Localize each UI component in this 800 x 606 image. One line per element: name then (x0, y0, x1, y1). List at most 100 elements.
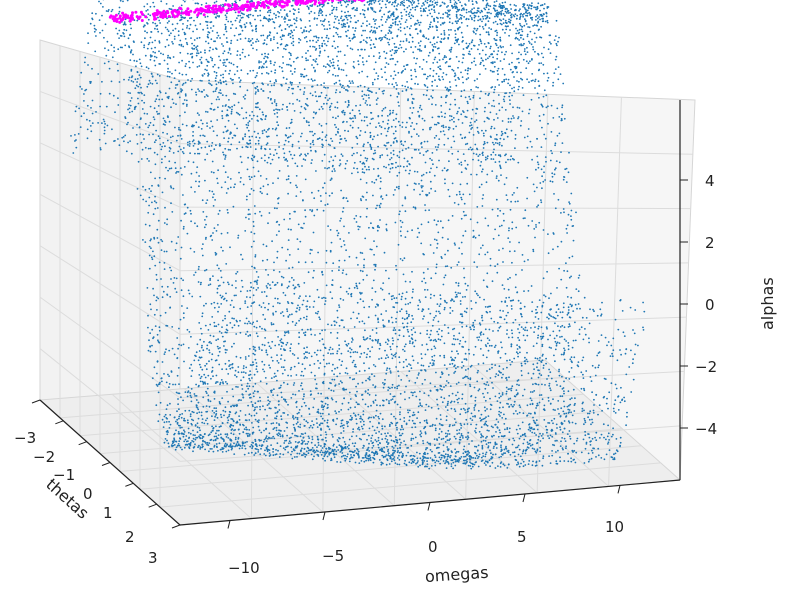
scatter-point (79, 85, 82, 88)
scatter-point (307, 121, 310, 124)
scatter-point (360, 48, 363, 51)
scatter-point (355, 422, 358, 425)
scatter-point (404, 196, 407, 199)
scatter-point (460, 95, 463, 98)
scatter-point (555, 311, 558, 314)
scatter-point (287, 34, 290, 36)
scatter-point (175, 172, 177, 174)
scatter-point (161, 361, 164, 363)
scatter-point (268, 407, 271, 410)
scatter-point (462, 365, 465, 367)
scatter-point (489, 45, 492, 48)
scatter-point (366, 438, 368, 441)
scatter-point (301, 73, 304, 76)
scatter-point (213, 63, 216, 66)
scatter-point (331, 140, 334, 143)
scatter-point (366, 89, 369, 91)
scatter-point (547, 48, 550, 51)
scatter-point (399, 434, 401, 437)
scatter-point (510, 329, 513, 332)
scatter-point (454, 356, 457, 359)
scatter-point (515, 32, 518, 35)
scatter-point (324, 66, 327, 68)
scatter-point (393, 52, 396, 55)
scatter-point (291, 266, 294, 269)
scatter-point (442, 460, 445, 462)
scatter-point (300, 27, 302, 29)
scatter-point (614, 399, 617, 402)
scatter-point (321, 146, 324, 149)
scatter-point (178, 145, 181, 148)
scatter-point (323, 445, 326, 448)
scatter-point (451, 118, 453, 121)
scatter-point (273, 427, 276, 429)
scatter-point (319, 8, 321, 10)
scatter-point (248, 135, 251, 138)
scatter-point (361, 427, 364, 430)
scatter-point (456, 433, 459, 435)
scatter-point (266, 142, 269, 145)
scatter-point (217, 449, 219, 452)
scatter-point (351, 80, 354, 82)
scatter-point (164, 351, 167, 353)
scatter-point (456, 450, 458, 453)
scatter-point (239, 307, 242, 310)
scatter-point (127, 91, 130, 94)
scatter-point (449, 9, 451, 12)
scatter-point (313, 35, 315, 38)
scatter-point (487, 20, 490, 23)
scatter-point (387, 119, 390, 122)
scatter-point (163, 441, 166, 444)
scatter-point (380, 126, 383, 129)
scatter-point (568, 409, 571, 411)
scatter-point (211, 448, 213, 450)
scatter-point (156, 309, 158, 311)
scatter-point (200, 411, 203, 414)
scatter-point (427, 268, 429, 270)
scatter-point (125, 150, 128, 153)
scatter-point (261, 132, 264, 135)
scatter-point (435, 263, 438, 266)
scatter-point (365, 94, 368, 97)
scatter-point (601, 409, 603, 412)
scatter-point (435, 239, 438, 242)
scatter-point (583, 387, 585, 390)
scatter-point (457, 381, 460, 384)
scatter-point (502, 310, 504, 312)
scatter-point (246, 290, 249, 292)
scatter-point (564, 440, 567, 442)
scatter-point (271, 127, 274, 130)
scatter-point (484, 158, 487, 161)
scatter-point (457, 282, 460, 285)
scatter-point (361, 162, 364, 165)
scatter-point (561, 437, 563, 439)
scatter-point (200, 56, 203, 59)
scatter-point (523, 360, 526, 363)
scatter-point (434, 464, 437, 467)
scatter-point (208, 450, 210, 453)
scatter-point (180, 148, 182, 151)
scatter-point (460, 164, 463, 166)
scatter-point (282, 276, 285, 279)
scatter-point (366, 207, 368, 210)
scatter-point (451, 152, 454, 155)
scatter-point (440, 430, 443, 433)
scatter-point (291, 81, 293, 84)
scatter-point (246, 382, 249, 385)
scatter-point (597, 413, 599, 416)
scatter-point (161, 380, 163, 383)
scatter-point (291, 73, 294, 75)
scatter-point (214, 77, 217, 79)
scatter-point (352, 431, 354, 433)
scatter-point (494, 20, 497, 23)
scatter-point (409, 8, 412, 11)
scatter-point (526, 360, 529, 363)
scatter-point (308, 295, 311, 298)
scatter-point (483, 120, 486, 123)
scatter-point (481, 446, 484, 449)
scatter-point (561, 335, 563, 338)
scatter-point (381, 24, 384, 26)
scatter-point (367, 446, 370, 449)
scatter-point (532, 46, 534, 48)
scatter-point (148, 124, 151, 127)
